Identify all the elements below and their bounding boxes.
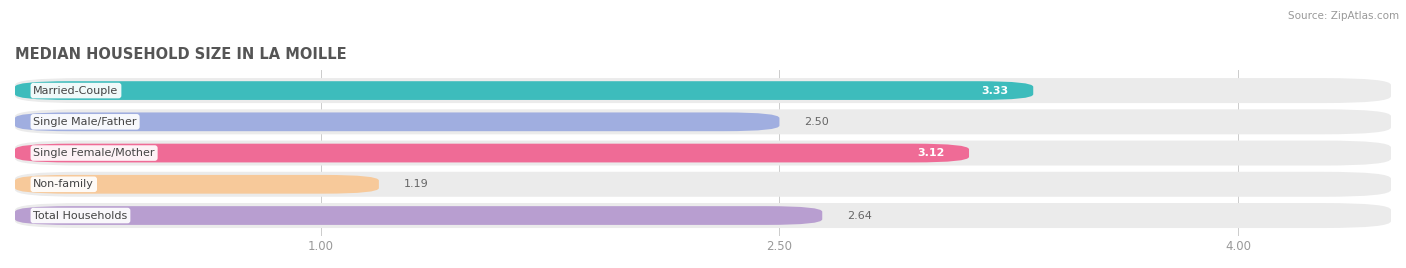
Text: Source: ZipAtlas.com: Source: ZipAtlas.com — [1288, 11, 1399, 21]
Text: 2.50: 2.50 — [804, 117, 828, 127]
FancyBboxPatch shape — [15, 81, 1033, 100]
FancyBboxPatch shape — [15, 144, 969, 162]
Text: 1.19: 1.19 — [404, 179, 427, 189]
FancyBboxPatch shape — [15, 109, 1391, 134]
Text: Single Male/Father: Single Male/Father — [34, 117, 136, 127]
Text: Non-family: Non-family — [34, 179, 94, 189]
FancyBboxPatch shape — [15, 206, 823, 225]
Text: Single Female/Mother: Single Female/Mother — [34, 148, 155, 158]
Text: MEDIAN HOUSEHOLD SIZE IN LA MOILLE: MEDIAN HOUSEHOLD SIZE IN LA MOILLE — [15, 47, 347, 62]
FancyBboxPatch shape — [15, 203, 1391, 228]
FancyBboxPatch shape — [15, 78, 1391, 103]
Text: 2.64: 2.64 — [846, 211, 872, 221]
FancyBboxPatch shape — [15, 175, 378, 194]
Text: Total Households: Total Households — [34, 211, 128, 221]
FancyBboxPatch shape — [15, 172, 1391, 197]
Text: Married-Couple: Married-Couple — [34, 85, 118, 96]
FancyBboxPatch shape — [15, 140, 1391, 166]
FancyBboxPatch shape — [15, 113, 779, 131]
Text: 3.12: 3.12 — [917, 148, 945, 158]
Text: 3.33: 3.33 — [981, 85, 1008, 96]
